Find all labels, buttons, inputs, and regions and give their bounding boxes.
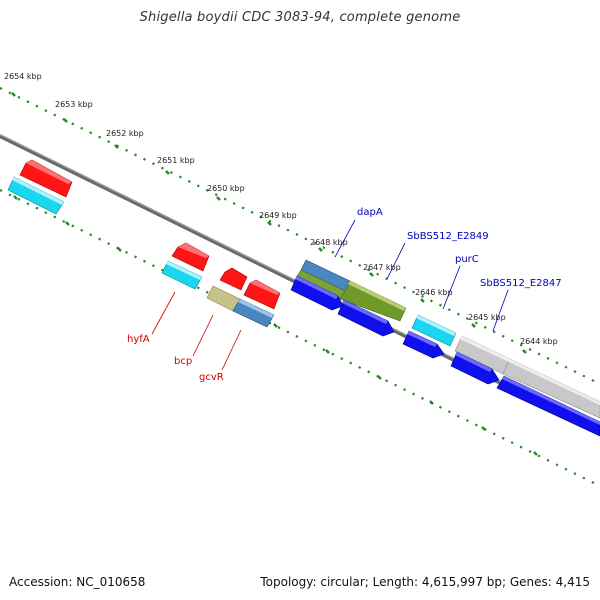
tick-label: 2654 kbp	[4, 72, 42, 81]
tick-label: 2650 kbp	[207, 184, 245, 193]
leader-line-hyfA	[151, 291, 176, 335]
inner-major-tick	[117, 247, 122, 252]
inner-major-tick	[481, 426, 486, 431]
major-ticks	[11, 92, 527, 354]
leader-line-SbBS512-E2849	[386, 242, 406, 280]
inner-major-tick	[13, 195, 18, 200]
gene-arrow-red[interactable]	[19, 159, 73, 198]
tick-label: 2648 kbp	[310, 238, 348, 247]
major-tick	[63, 118, 68, 123]
gene-label-hyfA[interactable]: hyfA	[127, 334, 150, 345]
gene-arrow-blue[interactable]	[290, 275, 344, 311]
leader-line-gcvR	[221, 329, 242, 371]
map-title: Shigella boydii CDC 3083-94, complete ge…	[139, 10, 461, 25]
gene-arrow-red[interactable]	[243, 279, 281, 310]
gene-block-steelblue[interactable]	[232, 298, 275, 328]
major-tick	[114, 144, 119, 149]
tick-label: 2646 kbp	[415, 288, 453, 297]
accession-text: Accession: NC_010658	[9, 575, 146, 589]
tick-label: 2653 kbp	[55, 100, 93, 109]
leader-line-bcp	[192, 314, 214, 357]
leader-line-dapA	[334, 219, 356, 258]
gene-label-SbBS512-E2847[interactable]: SbBS512_E2847	[480, 278, 562, 289]
major-tick	[420, 298, 425, 303]
gene-label-bcp[interactable]: bcp	[174, 356, 192, 367]
major-tick	[267, 221, 272, 226]
major-tick	[216, 196, 221, 201]
tick-label: 2644 kbp	[520, 337, 558, 346]
inner-major-tick	[429, 400, 434, 405]
gene-block-gray[interactable]	[454, 335, 600, 419]
major-tick	[369, 272, 374, 277]
inner-major-tick	[533, 451, 538, 456]
tick-label: 2651 kbp	[157, 156, 195, 165]
major-tick	[11, 92, 16, 97]
tick-label: 2652 kbp	[106, 129, 144, 138]
outer-tick-line	[0, 87, 600, 385]
leader-line-SbBS512-E2847	[492, 289, 509, 332]
major-tick	[165, 170, 170, 175]
tick-label: 2647 kbp	[363, 263, 401, 272]
genome-summary-text: Topology: circular; Length: 4,615,997 bp…	[260, 575, 590, 589]
label-leader-lines	[151, 219, 509, 371]
gene-arrow-red[interactable]	[171, 242, 210, 272]
gene-block-cyan[interactable]	[7, 176, 65, 215]
gene-block-cyan[interactable]	[161, 260, 203, 290]
major-tick	[471, 323, 476, 328]
tick-label: 2645 kbp	[468, 313, 506, 322]
gene-arrow-blue[interactable]	[496, 375, 600, 437]
inner-major-tick	[325, 349, 330, 354]
gene-arrow-blue[interactable]	[450, 351, 500, 385]
major-tick	[318, 247, 323, 252]
major-tick	[522, 349, 527, 354]
gene-label-gcvR[interactable]: gcvR	[199, 372, 224, 383]
tick-label: 2649 kbp	[259, 211, 297, 220]
gene-label-purC[interactable]: purC	[455, 254, 479, 265]
gene-arrow-red[interactable]	[219, 267, 248, 291]
inner-major-tick	[273, 323, 278, 328]
gene-label-SbBS512-E2849[interactable]: SbBS512_E2849	[407, 231, 489, 242]
inner-major-tick	[65, 221, 70, 226]
inner-major-tick	[377, 375, 382, 380]
gene-block-cyan[interactable]	[411, 314, 457, 347]
gene-arrow-blue[interactable]	[337, 299, 395, 337]
gene-arrow-blue[interactable]	[402, 330, 445, 359]
gene-label-dapA[interactable]: dapA	[357, 207, 383, 218]
leader-line-purC	[442, 265, 461, 310]
gene-block-olive[interactable]	[295, 269, 407, 322]
inner-tick-line	[0, 189, 600, 487]
